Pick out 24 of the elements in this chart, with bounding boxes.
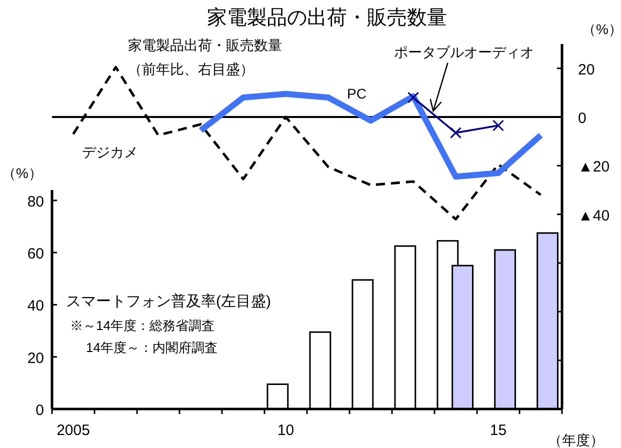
point: [450, 127, 462, 139]
annotation: 14年度～：内閣府調査: [86, 340, 218, 355]
annotation: （前年比、右目盛）: [128, 61, 254, 77]
y-tick-label: ▲40: [578, 207, 610, 224]
y-tick-label: 80: [27, 193, 44, 210]
annotation: スマートフォン普及率(左目盛): [66, 293, 271, 310]
x-tick-label: 15: [490, 422, 507, 439]
chart-title: 家電製品の出荷・販売数量: [207, 7, 447, 29]
x-tick-label: 2005: [56, 422, 90, 439]
x-axis-title: （年度）: [548, 432, 604, 448]
point: [408, 92, 419, 104]
annotation: ※～14年度：総務省調査: [70, 318, 214, 333]
y-tick-label: 20: [27, 350, 44, 367]
y-tick-label: ▲20: [578, 158, 610, 176]
y-tick-label: 20: [578, 61, 595, 78]
y-tick-label: 40: [27, 298, 44, 315]
y-axis-title: （%）: [2, 165, 42, 181]
y-axis-title: （%）: [582, 21, 621, 37]
y-tick-label: 60: [27, 246, 44, 263]
annotation: 家電製品出荷・販売数量: [128, 37, 282, 53]
y-tick-label: 0: [36, 402, 44, 419]
x-tick-label: 10: [277, 422, 294, 439]
point: [492, 120, 504, 132]
y-tick-label: 0: [578, 110, 586, 127]
